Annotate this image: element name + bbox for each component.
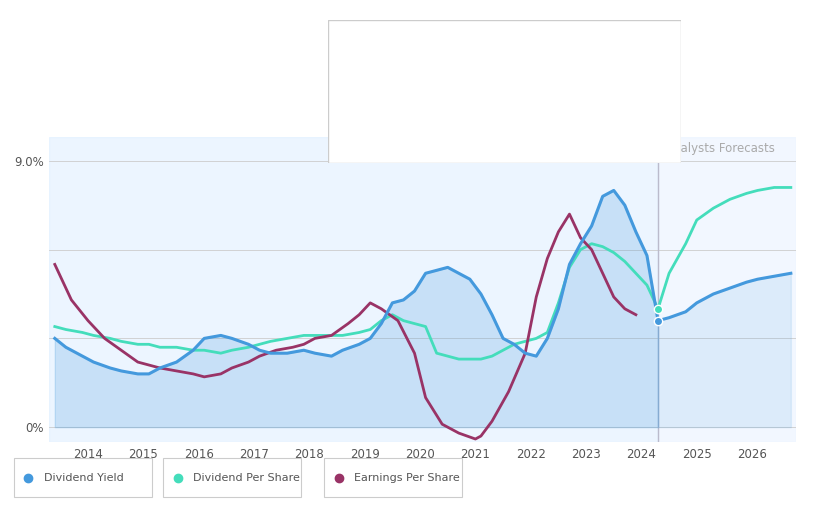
FancyBboxPatch shape bbox=[328, 20, 681, 163]
FancyBboxPatch shape bbox=[163, 458, 301, 497]
Text: Dividend Per Share: Dividend Per Share bbox=[193, 472, 300, 483]
Text: Past: Past bbox=[629, 142, 654, 155]
FancyBboxPatch shape bbox=[324, 458, 462, 497]
Text: Dividend Yield: Dividend Yield bbox=[44, 472, 124, 483]
Bar bbox=[658, 137, 796, 442]
Text: Dividend Per Share: Dividend Per Share bbox=[346, 104, 453, 114]
Text: Analysts Forecasts: Analysts Forecasts bbox=[665, 142, 774, 155]
Text: Earnings Per Share: Earnings Per Share bbox=[346, 137, 452, 147]
Text: /yr: /yr bbox=[565, 104, 584, 114]
FancyBboxPatch shape bbox=[14, 458, 152, 497]
Text: ₹10.250: ₹10.250 bbox=[505, 104, 555, 114]
Text: 3.6%: 3.6% bbox=[505, 70, 536, 80]
Text: Earnings Per Share: Earnings Per Share bbox=[354, 472, 460, 483]
Bar bbox=[49, 137, 658, 442]
Text: Apr 17 2024: Apr 17 2024 bbox=[346, 31, 432, 45]
Text: No data: No data bbox=[505, 137, 548, 147]
Text: Dividend Yield: Dividend Yield bbox=[346, 70, 426, 80]
Text: /yr: /yr bbox=[548, 70, 566, 80]
